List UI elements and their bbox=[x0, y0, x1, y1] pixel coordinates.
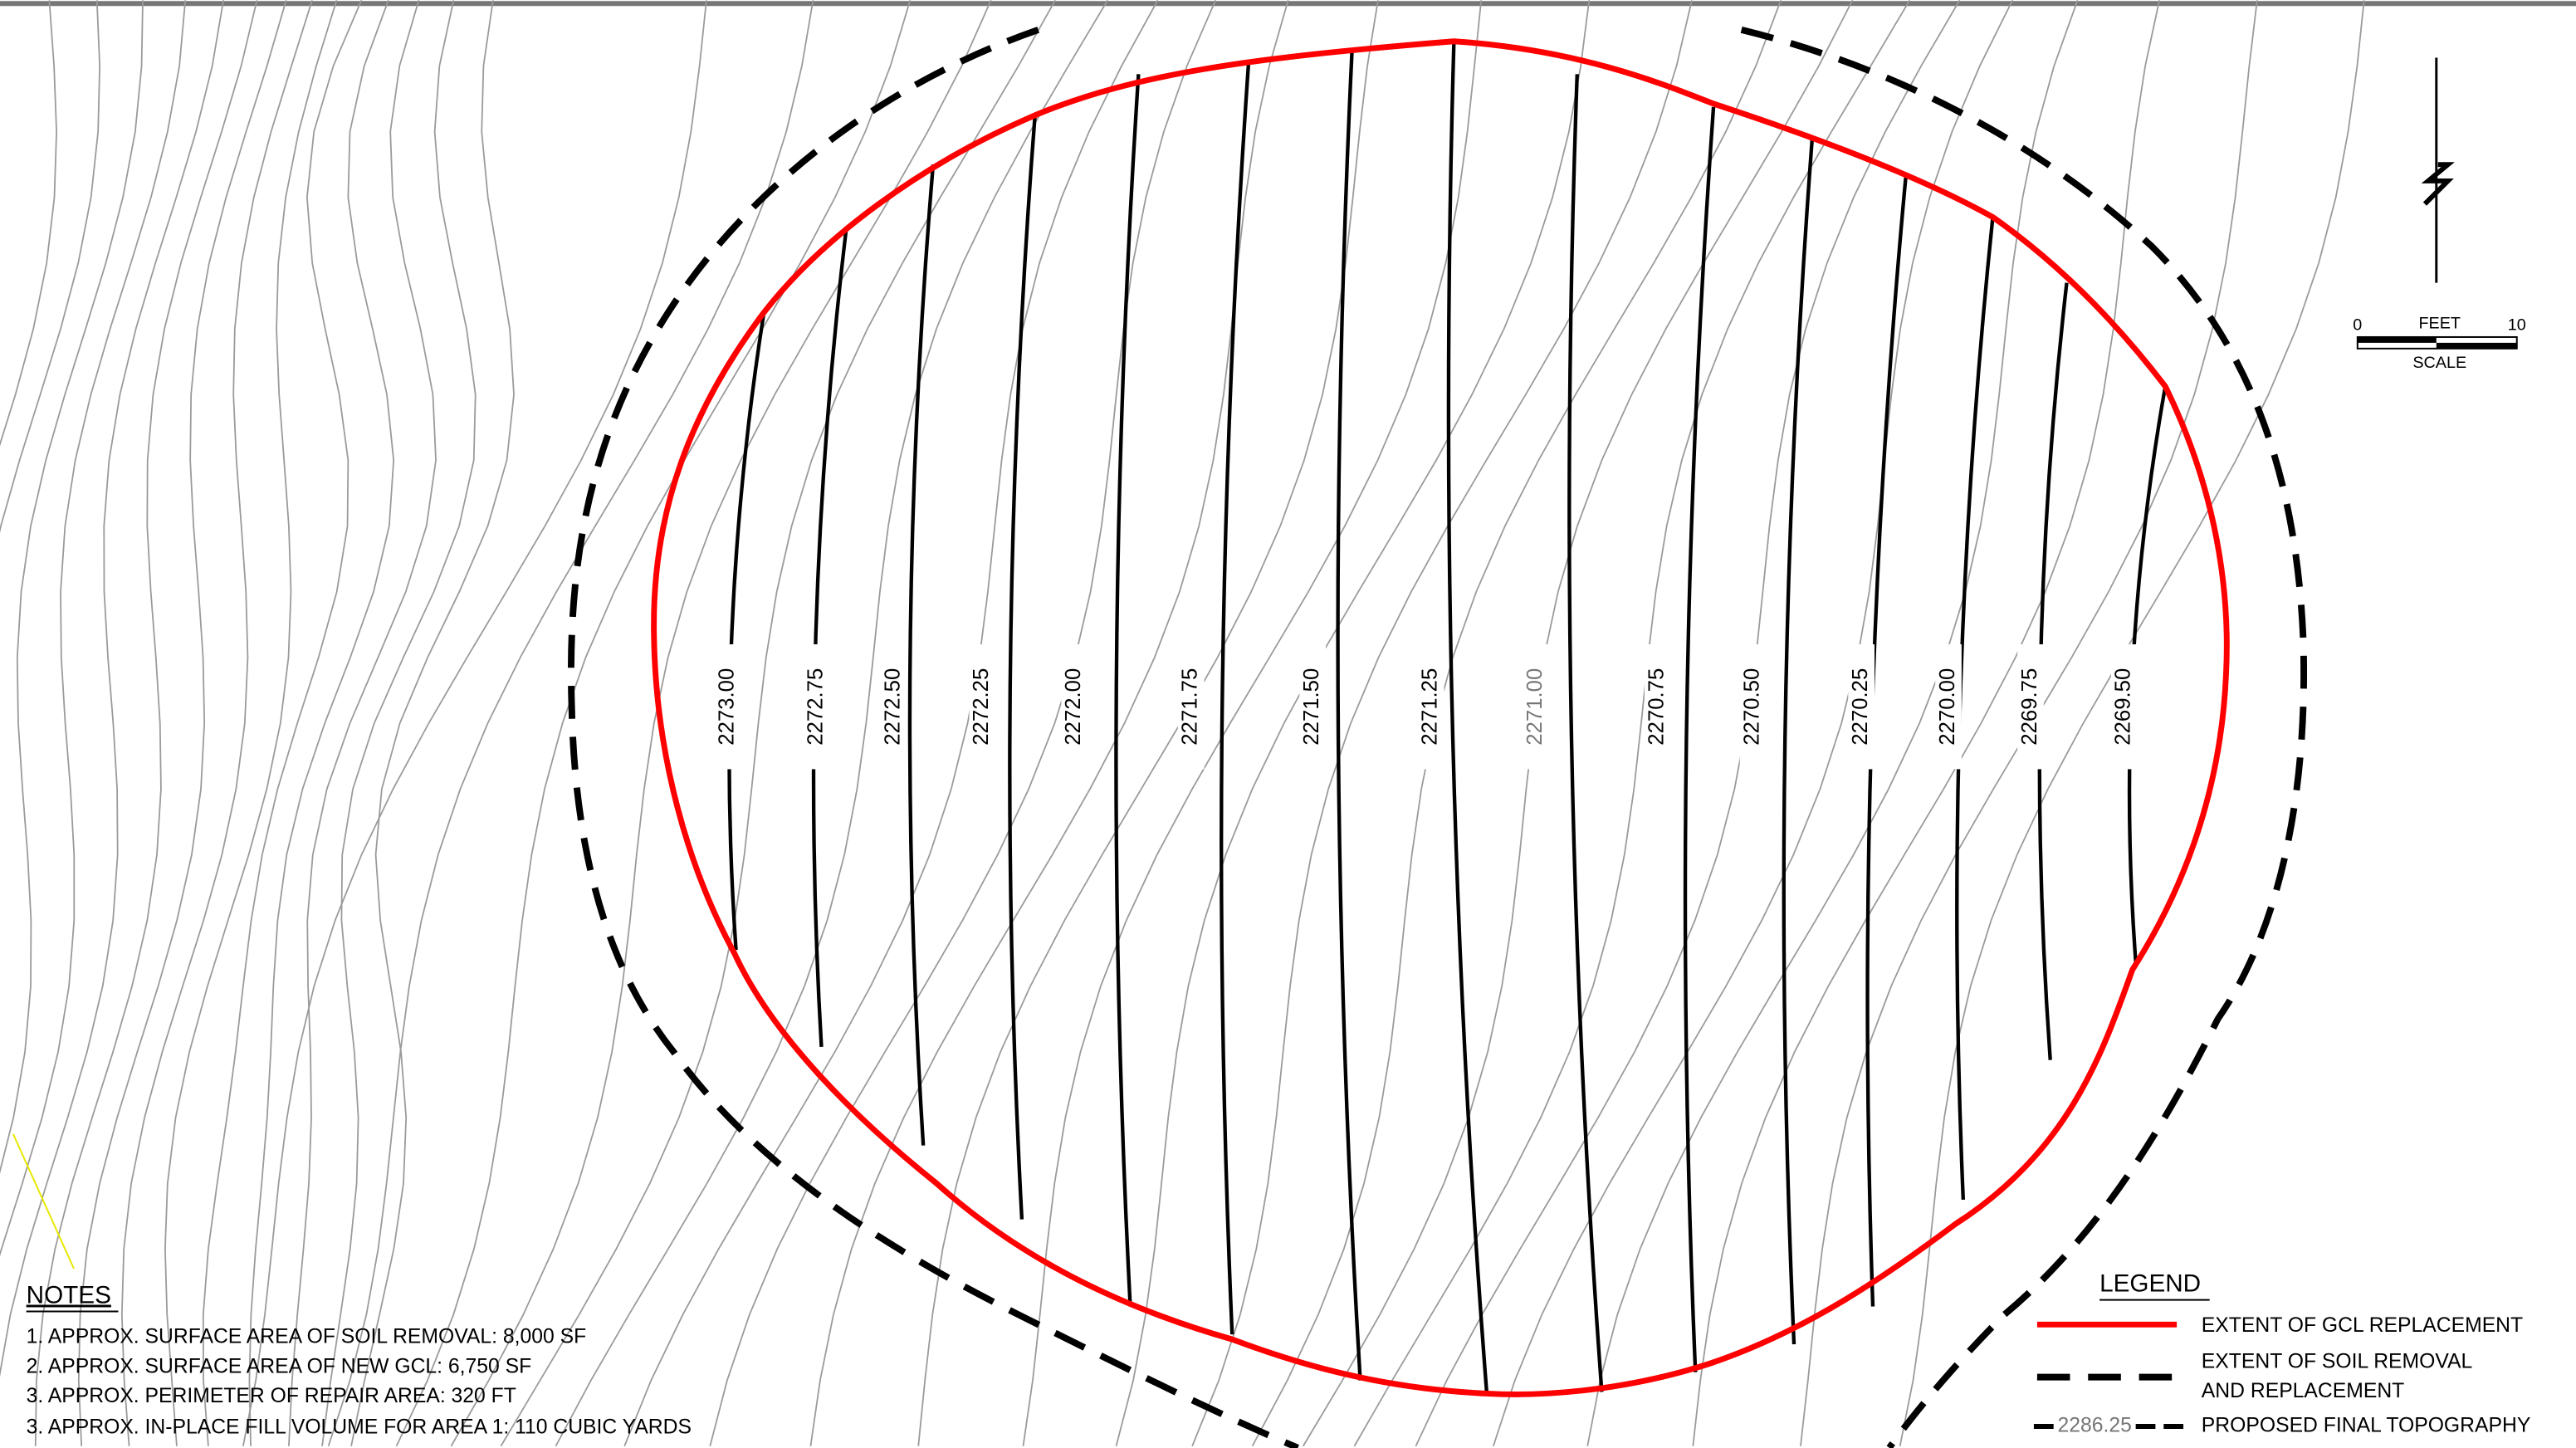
contour-line bbox=[811, 230, 848, 1047]
contour-line bbox=[1446, 41, 1489, 1394]
contour-line bbox=[1008, 115, 1037, 1220]
topo-line bbox=[288, 0, 437, 1446]
topo-line bbox=[0, 0, 187, 1257]
topo-line bbox=[248, 0, 395, 1446]
topo-line bbox=[0, 0, 225, 1377]
contour-line bbox=[1567, 74, 1604, 1392]
contour-label-bg bbox=[1523, 644, 1550, 770]
topo-line bbox=[450, 0, 992, 1447]
contour-label: 2272.75 bbox=[804, 668, 827, 746]
contour-label: 2271.50 bbox=[1300, 668, 1323, 746]
contour-label: 2270.50 bbox=[1740, 668, 1763, 746]
contour-label: 2273.00 bbox=[715, 668, 738, 746]
contour-label: 2269.50 bbox=[2112, 668, 2135, 746]
note: 3. APPROX. IN-PLACE FILL VOLUME FOR AREA… bbox=[27, 1416, 692, 1439]
contour-label: 2271.00 bbox=[1523, 668, 1547, 746]
topo-line bbox=[709, 0, 1217, 1446]
topo-line bbox=[0, 0, 101, 534]
topo-line bbox=[1353, 0, 1911, 1447]
topo-line bbox=[0, 0, 57, 447]
topo-line bbox=[809, 0, 1289, 1446]
contour-line bbox=[1782, 139, 1814, 1345]
topo-line bbox=[164, 0, 338, 1446]
topo-line bbox=[1191, 0, 1693, 1447]
contour-label-bg bbox=[1177, 644, 1205, 770]
contour-label: 2269.75 bbox=[2018, 668, 2041, 746]
contour-label-bg bbox=[803, 644, 830, 770]
contour-line bbox=[727, 311, 766, 951]
contour-label: 2270.00 bbox=[1936, 668, 1959, 746]
contour-label: 2270.75 bbox=[1645, 668, 1669, 746]
topo-line bbox=[500, 0, 1056, 1447]
proposed-contours: 2273.00 2272.75 2272.50 2272.25 2272.00 2271.… bbox=[714, 41, 2168, 1394]
topo-line bbox=[321, 0, 477, 1446]
topo-line bbox=[623, 0, 1159, 1447]
contour-label: 2271.25 bbox=[1418, 668, 1441, 746]
contour-line bbox=[907, 164, 936, 1146]
contour-line bbox=[1114, 74, 1141, 1307]
contour-line bbox=[1683, 106, 1716, 1372]
scale-max: 10 bbox=[2508, 316, 2526, 334]
topo-line bbox=[34, 0, 258, 1446]
scale-unit: FEET bbox=[2418, 314, 2461, 332]
contour-label-bg bbox=[1417, 644, 1444, 770]
topo-line bbox=[327, 0, 814, 1447]
contour-line bbox=[1336, 49, 1362, 1381]
legend-gcl: EXTENT OF GCL REPLACEMENT bbox=[2202, 1314, 2523, 1337]
contour-label: 2272.50 bbox=[881, 668, 904, 746]
note: 2. APPROX. SURFACE AREA OF NEW GCL: 6,75… bbox=[27, 1355, 532, 1377]
contour-label-bg bbox=[1061, 644, 1088, 770]
contour-label-bg bbox=[2110, 644, 2138, 770]
contour-label-bg bbox=[969, 644, 996, 770]
north-arrow bbox=[2421, 57, 2455, 283]
note: 1. APPROX. SURFACE AREA OF SOIL REMOVAL:… bbox=[27, 1326, 587, 1348]
contour-label: 2272.25 bbox=[970, 668, 993, 746]
gcl-replacement-extent bbox=[651, 38, 2230, 1397]
contour-label-bg bbox=[1739, 644, 1767, 770]
scale-label: SCALE bbox=[2412, 354, 2466, 372]
topo-line bbox=[1586, 0, 2079, 1446]
contour-label: 2271.75 bbox=[1179, 668, 1202, 746]
contour-label: 2270.25 bbox=[1849, 668, 1872, 746]
contour-line bbox=[1220, 62, 1251, 1335]
notes-title: NOTES bbox=[27, 1282, 111, 1309]
soil-removal-extent-right bbox=[1740, 27, 2307, 1448]
topo-line bbox=[1692, 0, 2161, 1446]
note: 3. APPROX. PERIMETER OF REPAIR AREA: 320… bbox=[27, 1385, 516, 1407]
topo-line bbox=[350, 0, 515, 1446]
legend-soil: AND REPLACEMENT bbox=[2202, 1380, 2404, 1402]
topo-line bbox=[555, 0, 1108, 1447]
topo-line bbox=[242, 0, 707, 1446]
contour-label-bg bbox=[714, 644, 741, 770]
scale-min: 0 bbox=[2353, 316, 2362, 334]
contour-label-bg bbox=[2017, 644, 2044, 770]
contour-label-bg bbox=[1299, 644, 1327, 770]
topo-line bbox=[1115, 0, 1591, 1446]
contour-label-bg bbox=[880, 644, 907, 770]
contour-label: 2272.00 bbox=[1062, 668, 1085, 746]
contour-label-bg bbox=[1644, 644, 1671, 770]
legend-soil: EXTENT OF SOIL REMOVAL bbox=[2202, 1350, 2472, 1372]
legend-topo: PROPOSED FINAL TOPOGRAPHY bbox=[2202, 1415, 2531, 1437]
contour-label-bg bbox=[1848, 644, 1875, 770]
topo-line bbox=[395, 0, 912, 1447]
topo-line bbox=[120, 0, 313, 1446]
topo-line bbox=[77, 0, 287, 1446]
scale-bar bbox=[2356, 335, 2518, 350]
topo-line bbox=[1493, 0, 2014, 1447]
yellow-line bbox=[12, 1133, 75, 1269]
legend-topo-sample: 2286.25 bbox=[2057, 1415, 2131, 1437]
topo-line bbox=[202, 0, 363, 1446]
topo-line bbox=[0, 0, 144, 1174]
legend-title: LEGEND bbox=[2099, 1270, 2201, 1298]
contour-label-bg bbox=[1935, 644, 1962, 770]
topo-line bbox=[1899, 0, 2365, 1446]
soil-removal-extent-left bbox=[567, 27, 1299, 1448]
